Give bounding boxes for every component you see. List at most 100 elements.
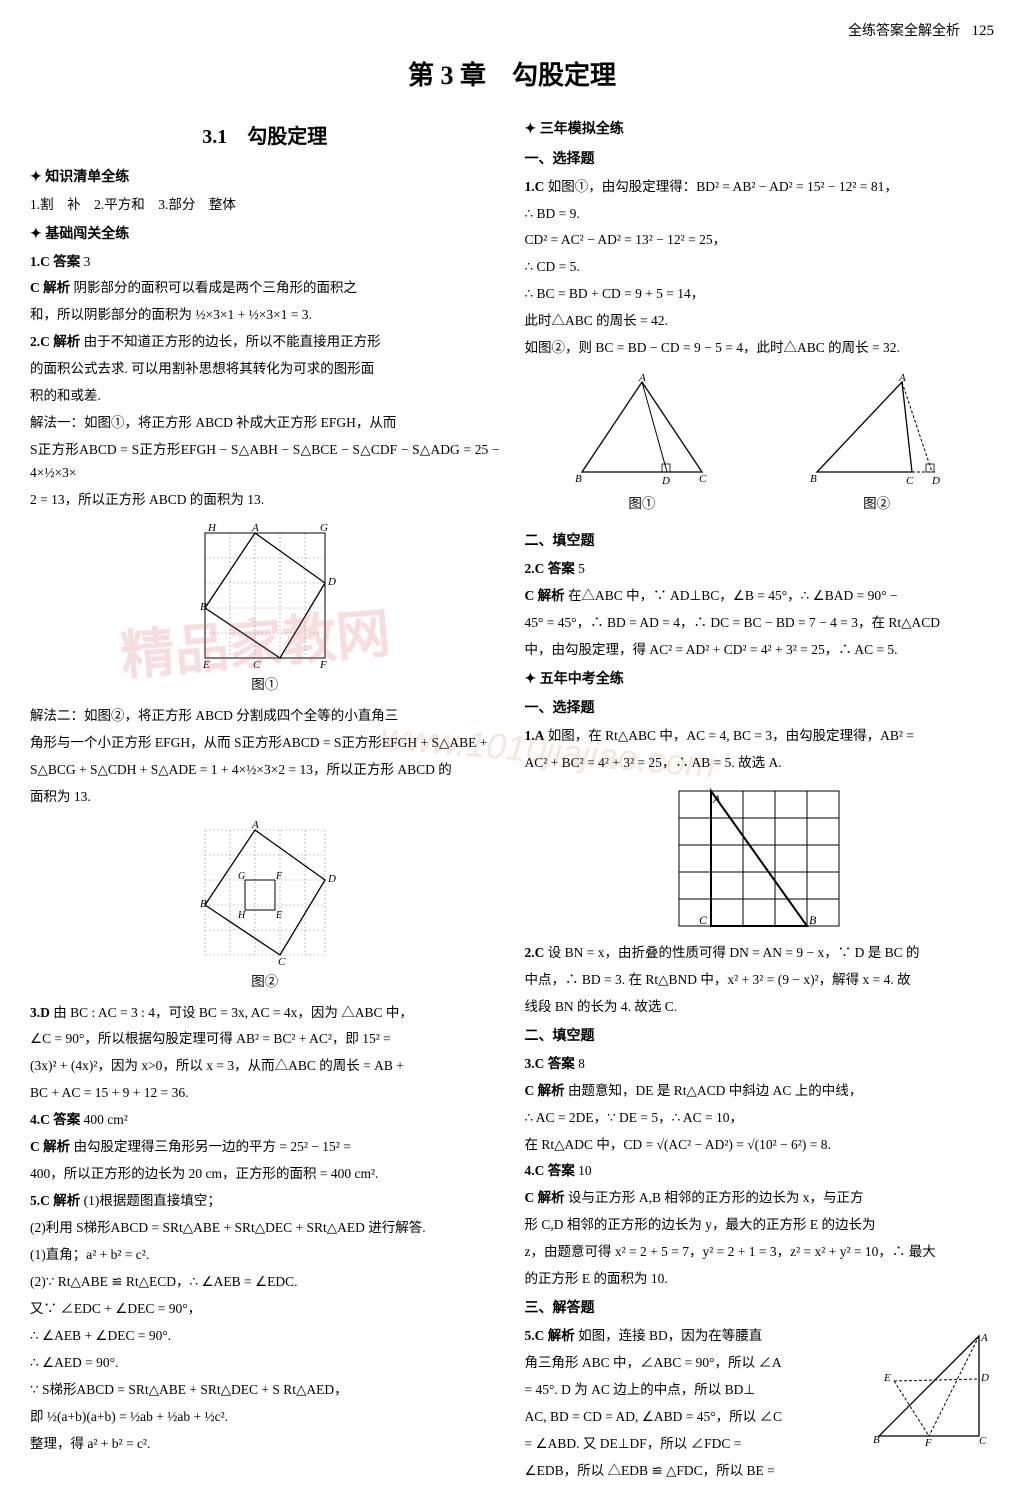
r3c-line: 3.C 答案 8: [525, 1053, 995, 1076]
header-text: 全练答案全解全析: [848, 24, 960, 39]
fill-head: 二、填空题: [525, 530, 995, 554]
r2c-t2: 45° = 45°，∴ BD = AD = 4，∴ DC = BC − BD =…: [525, 612, 995, 635]
q5c-t5: 又∵ ∠EDC + ∠DEC = 90°，: [30, 1298, 500, 1321]
two-column-layout: 3.1 勾股定理 知识清单全练 1.割 补 2.平方和 3.部分 整体 基础闯关…: [30, 112, 994, 1487]
q5c-t9: 即 ½(a+b)(a+b) = ½ab + ½ab + ½c².: [30, 1406, 500, 1429]
svg-text:D: D: [327, 873, 336, 885]
r2c2-lead: 2.C: [525, 945, 545, 960]
r4c-ans: 10: [578, 1163, 592, 1178]
r5c-t4: AC, BD = CD = AD, ∠ABD = 45°，所以 ∠C: [525, 1406, 862, 1429]
q1c-line: 1.C 答案 3: [30, 251, 500, 274]
heading-knowledge: 知识清单全练: [30, 166, 500, 190]
svg-text:B: B: [200, 601, 207, 613]
q5c-t8: ∵ S梯形ABCD = SRt△ABE + SRt△DEC + S Rt△AED…: [30, 1379, 500, 1402]
q1-text: 1.割 补 2.平方和 3.部分 整体: [30, 194, 500, 217]
svg-text:C: C: [699, 913, 708, 927]
r2c2-t2: 中点，∴ BD = 3. 在 Rt△BND 中，x² + 3² = (9 − x…: [525, 969, 995, 992]
q4c-exp-line: C 解析 由勾股定理得三角形另一边的平方 = 25² − 15² =: [30, 1136, 500, 1159]
fig1-label: 图①: [30, 674, 500, 697]
q2c-lead: 2.C 解析: [30, 334, 80, 349]
solve-head: 三、解答题: [525, 1297, 995, 1321]
q1c-exp-line: C 解析 阴影部分的面积可以看成是两个三角形的面积之: [30, 277, 500, 300]
svg-text:G: G: [238, 871, 245, 882]
r4c-exp-label: C 解析: [525, 1190, 565, 1205]
svg-text:F: F: [319, 659, 327, 668]
svg-text:F: F: [275, 871, 283, 882]
r3c-exp-line: C 解析 由题意知，DE 是 Rt△ACD 中斜边 AC 上的中线，: [525, 1080, 995, 1103]
r5c-lead: 5.C 解析: [525, 1328, 575, 1343]
figure-1-grid: H A G B D E C F: [190, 518, 340, 668]
svg-text:C: C: [906, 475, 914, 487]
svg-text:B: B: [809, 913, 817, 927]
fig2-label: 图②: [30, 971, 500, 994]
r2c2-t3: 线段 BN 的长为 4. 故选 C.: [525, 996, 995, 1019]
svg-text:A: A: [712, 792, 721, 806]
q1c-exp-label: C 解析: [30, 280, 70, 295]
q4c-exp: 由勾股定理得三角形另一边的平方 = 25² − 15² =: [74, 1139, 351, 1154]
q1c-lead: 1.C: [30, 254, 50, 269]
q5c-t6: ∴ ∠AEB + ∠DEC = 90°.: [30, 1325, 500, 1348]
q2c-t6: 解法二：如图②，将正方形 ABCD 分割成四个全等的小直角三: [30, 705, 500, 728]
heading-basic: 基础闯关全练: [30, 223, 500, 247]
q5c-t4: (2)∵ Rt△ABE ≌ Rt△ECD，∴ ∠AEB = ∠EDC.: [30, 1271, 500, 1294]
r1a-t1: 如图，在 Rt△ABC 中，AC = 4, BC = 3，由勾股定理得，AB² …: [548, 728, 914, 743]
r5c-block: 5.C 解析 如图，连接 BD，因为在等腰直 角三角形 ABC 中，∠ABC =…: [525, 1325, 995, 1487]
q2c-t8: S△BCG + S△CDH + S△ADE = 1 + 4×½×3×2 = 13…: [30, 759, 500, 782]
r1c-t3: CD² = AC² − AD² = 13² − 12² = 25，: [525, 229, 995, 252]
r2c-t3: 中，由勾股定理，得 AC² = AD² + CD² = 4² + 3² = 25…: [525, 639, 995, 662]
r1a-lead: 1.A: [525, 728, 545, 743]
r1a-t2: AC² + BC² = 4² + 3² = 25，∴ AB = 5. 故选 A.: [525, 752, 995, 775]
r3c-t1: 由题意知，DE 是 Rt△ACD 中斜边 AC 上的中线，: [568, 1083, 862, 1098]
q1c-exp2: 和，所以阴影部分的面积为 ½×3×1 + ½×3×1 = 3.: [30, 304, 500, 327]
svg-text:D: D: [327, 576, 336, 588]
r5c-line: 5.C 解析 如图，连接 BD，因为在等腰直: [525, 1325, 862, 1348]
tri-fig1-label: 图①: [567, 493, 717, 516]
q2c-t4: 解法一：如图①，将正方形 ABCD 补成大正方形 EFGH，从而: [30, 412, 500, 435]
svg-text:C: C: [979, 1435, 987, 1446]
triangle-small-figure: A D E B F C: [869, 1331, 994, 1446]
q2c-t2: 的面积公式去求. 可以用割补思想将其转化为可求的图形面: [30, 358, 500, 381]
r3c-exp-label: C 解析: [525, 1083, 565, 1098]
r4c-exp-line: C 解析 设与正方形 A,B 相邻的正方形的边长为 x，与正方: [525, 1187, 995, 1210]
q3d-t3: (3x)² + (4x)²，因为 x>0，所以 x = 3，从而△ABC 的周长…: [30, 1055, 500, 1078]
q5c-lead: 5.C 解析: [30, 1193, 80, 1208]
r2c2-t1: 设 BN = x，由折叠的性质可得 DN = AN = 9 − x，∵ D 是 …: [548, 945, 920, 960]
q5c-t2: (2)利用 S梯形ABCD = SRt△ABE + SRt△DEC + SRt△…: [30, 1217, 500, 1240]
q4c-exp2: 400，所以正方形的边长为 20 cm，正方形的面积 = 400 cm².: [30, 1163, 500, 1186]
q5c-t7: ∴ ∠AED = 90°.: [30, 1352, 500, 1375]
svg-text:H: H: [237, 910, 246, 921]
r3c-t3: 在 Rt△ADC 中，CD = √(AC² − AD²) = √(10² − 6…: [525, 1134, 995, 1157]
svg-text:A: A: [898, 372, 906, 384]
page-header: 全练答案全解全析 125: [30, 20, 994, 40]
q5c-t1: (1)根据题图直接填空；: [84, 1193, 221, 1208]
fill-head2: 二、填空题: [525, 1025, 995, 1049]
grid-right-triangle: A C B: [669, 781, 849, 936]
q2c-line: 2.C 解析 由于不知道正方形的边长，所以不能直接用正方形: [30, 331, 500, 354]
r1c-lead: 1.C: [525, 179, 545, 194]
r2c-exp-line: C 解析 在△ABC 中，∵ AD⊥BC，∠B = 45°，∴ ∠BAD = 9…: [525, 585, 995, 608]
q1c-exp: 阴影部分的面积可以看成是两个三角形的面积之: [74, 280, 358, 295]
q4c-ans: 400 cm²: [84, 1112, 128, 1127]
r2c-exp-label: C 解析: [525, 588, 565, 603]
q3d-t1: 由 BC : AC = 3 : 4，可设 BC = 3x, AC = 4x，因为…: [53, 1005, 413, 1020]
q4c-line: 4.C 答案 400 cm²: [30, 1109, 500, 1132]
svg-text:D: D: [661, 475, 670, 487]
section-title: 3.1 勾股定理: [30, 120, 500, 154]
r1c-t2: ∴ BD = 9.: [525, 203, 995, 226]
svg-text:G: G: [320, 522, 328, 534]
r1c-line: 1.C 如图①，由勾股定理得：BD² = AB² − AD² = 15² − 1…: [525, 176, 995, 199]
svg-text:A: A: [251, 522, 259, 534]
r2c-ans-label: 答案: [548, 561, 575, 576]
svg-text:A: A: [251, 819, 259, 831]
q4c-ans-label: 答案: [53, 1112, 80, 1127]
svg-text:F: F: [924, 1437, 932, 1446]
r2c-line: 2.C 答案 5: [525, 558, 995, 581]
r5c-t6: ∠EDB，所以 △EDB ≌ △FDC，所以 BE =: [525, 1460, 862, 1483]
q1c-ans: 3: [84, 254, 91, 269]
svg-text:E: E: [202, 659, 210, 668]
svg-text:B: B: [810, 473, 817, 485]
q3d-t4: BC + AC = 15 + 9 + 12 = 36.: [30, 1082, 500, 1105]
r2c2-line: 2.C 设 BN = x，由折叠的性质可得 DN = AN = 9 − x，∵ …: [525, 942, 995, 965]
triangle-fig-2: A B C D 图②: [802, 366, 952, 524]
q3d-t2: ∠C = 90°，所以根据勾股定理可得 AB² = BC² + AC²，即 15…: [30, 1028, 500, 1051]
